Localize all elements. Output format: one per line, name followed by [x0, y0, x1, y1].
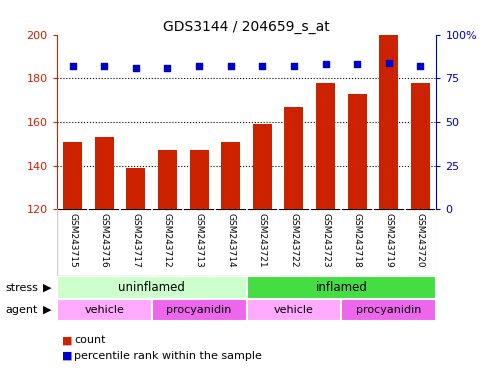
Point	[321, 61, 329, 67]
Text: GSM243717: GSM243717	[131, 213, 141, 267]
Text: GSM243716: GSM243716	[100, 213, 108, 267]
Text: agent: agent	[5, 305, 37, 315]
Bar	[316, 83, 335, 209]
Bar	[126, 168, 145, 209]
Point	[132, 65, 140, 71]
Point	[258, 63, 266, 69]
Text: inflamed: inflamed	[316, 281, 367, 294]
Bar	[284, 107, 304, 209]
Text: GSM243719: GSM243719	[385, 213, 393, 267]
Point	[290, 63, 298, 69]
Bar	[341, 299, 436, 321]
Title: GDS3144 / 204659_s_at: GDS3144 / 204659_s_at	[163, 20, 330, 33]
Bar	[158, 150, 177, 209]
Text: ▶: ▶	[42, 283, 51, 293]
Point	[385, 60, 393, 66]
Bar	[95, 137, 113, 209]
Text: ■: ■	[62, 335, 72, 345]
Point	[69, 63, 76, 69]
Bar	[57, 299, 152, 321]
Bar	[253, 124, 272, 209]
Point	[195, 63, 203, 69]
Bar	[411, 83, 430, 209]
Text: GSM243721: GSM243721	[258, 213, 267, 267]
Point	[417, 63, 424, 69]
Bar	[189, 150, 209, 209]
Bar	[348, 94, 367, 209]
Point	[100, 63, 108, 69]
Text: GSM243723: GSM243723	[321, 213, 330, 267]
Bar	[380, 35, 398, 209]
Text: count: count	[74, 335, 106, 345]
Text: GSM243720: GSM243720	[416, 213, 425, 267]
Text: procyanidin: procyanidin	[166, 305, 232, 315]
Bar	[246, 276, 436, 299]
Text: vehicle: vehicle	[274, 305, 314, 315]
Text: ■: ■	[62, 351, 72, 361]
Bar	[221, 142, 240, 209]
Text: stress: stress	[5, 283, 38, 293]
Text: procyanidin: procyanidin	[356, 305, 422, 315]
Text: GSM243718: GSM243718	[352, 213, 362, 267]
Text: GSM243712: GSM243712	[163, 213, 172, 267]
Text: ▶: ▶	[42, 305, 51, 315]
Bar	[63, 142, 82, 209]
Text: GSM243722: GSM243722	[289, 213, 298, 267]
Point	[353, 61, 361, 67]
Point	[164, 65, 172, 71]
Text: GSM243715: GSM243715	[68, 213, 77, 267]
Point	[227, 63, 235, 69]
Bar	[57, 276, 246, 299]
Text: vehicle: vehicle	[84, 305, 124, 315]
Text: percentile rank within the sample: percentile rank within the sample	[74, 351, 262, 361]
Text: GSM243713: GSM243713	[195, 213, 204, 267]
Text: uninflamed: uninflamed	[118, 281, 185, 294]
Text: GSM243714: GSM243714	[226, 213, 235, 267]
Bar	[246, 299, 341, 321]
Bar	[152, 299, 246, 321]
